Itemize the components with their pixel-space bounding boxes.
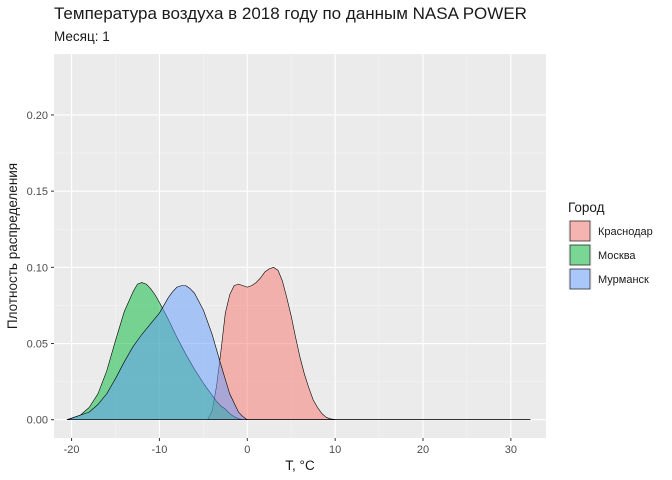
series-layer xyxy=(66,267,531,421)
x-tick-label: 0 xyxy=(244,444,250,456)
x-tick-label: 30 xyxy=(505,444,517,456)
chart-title: Температура воздуха в 2018 году по данны… xyxy=(54,4,527,23)
legend-swatch xyxy=(569,244,591,266)
x-tick-label: 20 xyxy=(417,444,429,456)
y-tick-label: 0.15 xyxy=(27,186,48,198)
legend: Город Краснодар Москва Мурманск xyxy=(568,200,653,290)
y-axis: 0.00 0.05 0.10 0.15 0.20 xyxy=(27,110,54,427)
x-tick-label: -20 xyxy=(64,444,80,456)
legend-swatch xyxy=(569,220,591,242)
y-tick-label: 0.20 xyxy=(27,110,48,122)
x-axis: -20 -10 0 10 20 30 xyxy=(64,438,517,456)
density-area-0 xyxy=(66,267,531,421)
legend-label: Москва xyxy=(598,250,636,262)
legend-swatch xyxy=(569,268,591,290)
chart-subtitle: Месяц: 1 xyxy=(54,29,110,44)
x-tick-label: 10 xyxy=(329,444,341,456)
legend-label: Краснодар xyxy=(598,226,653,238)
x-axis-title: T, °C xyxy=(285,458,315,473)
y-axis-title: Плотность распределения xyxy=(5,163,20,329)
legend-label: Мурманск xyxy=(598,274,649,286)
y-tick-label: 0.10 xyxy=(27,262,48,274)
density-area-2 xyxy=(66,285,531,421)
y-tick-label: 0.00 xyxy=(27,415,48,427)
x-tick-label: -10 xyxy=(151,444,167,456)
y-tick-label: 0.05 xyxy=(27,339,48,351)
legend-title: Город xyxy=(568,200,605,215)
